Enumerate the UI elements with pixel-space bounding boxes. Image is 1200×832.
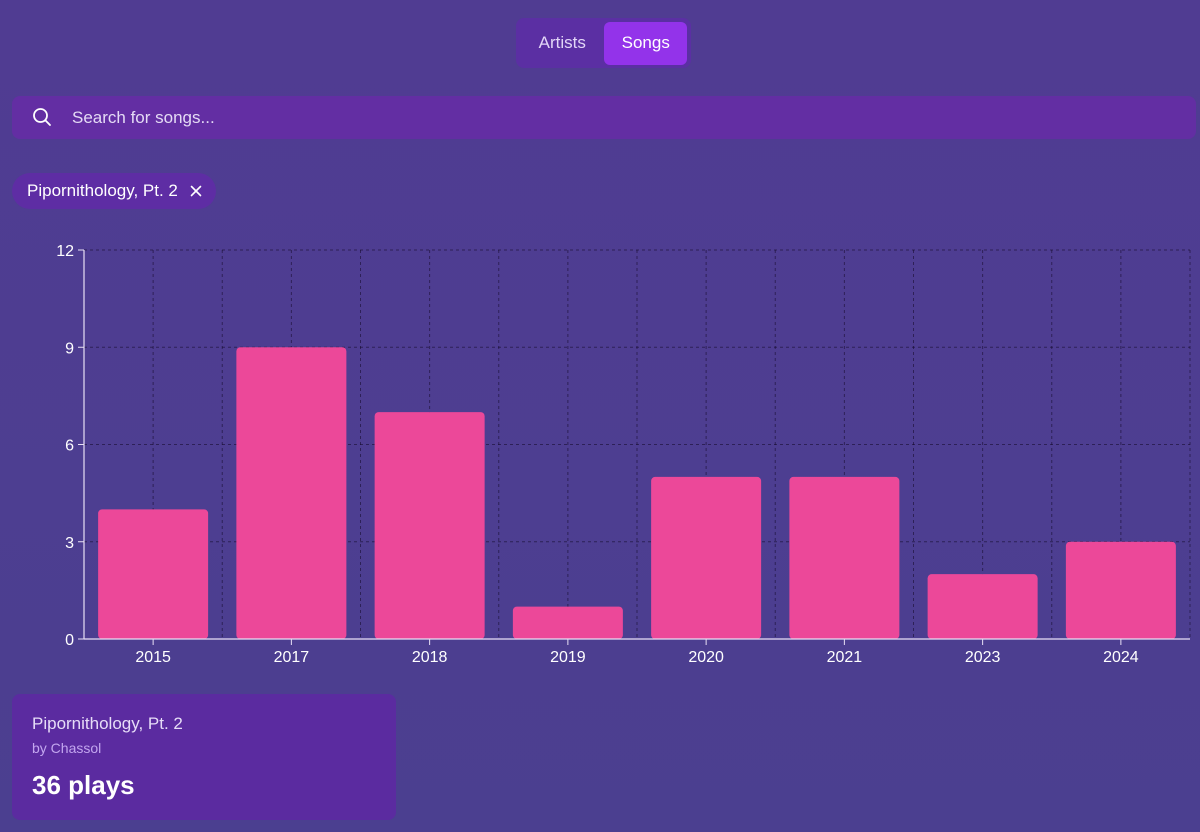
search-icon [33,108,51,126]
bar-2019[interactable] [512,606,623,639]
bar-2018[interactable] [374,412,485,639]
search-bar [12,96,1196,139]
bar-2015[interactable] [98,509,209,639]
filter-chip-label: Pipornithology, Pt. 2 [27,181,178,200]
y-tick-label: 12 [56,243,74,260]
close-icon[interactable] [190,185,202,197]
bar-2020[interactable] [651,476,762,639]
song-title: Pipornithology, Pt. 2 [32,714,183,733]
x-tick-label: 2017 [274,649,310,666]
x-tick-label: 2015 [135,649,171,666]
filter-chip: Pipornithology, Pt. 2 [12,173,216,209]
play-count: 36 plays [32,770,135,800]
song-artist: by Chassol [32,740,102,756]
y-tick-label: 6 [65,438,74,455]
bar-2021[interactable] [789,476,900,639]
summary-card: Pipornithology, Pt. 2 by Chassol 36 play… [12,694,396,820]
y-tick-label: 9 [65,340,74,357]
x-tick-label: 2019 [550,649,586,666]
bar-2024[interactable] [1065,541,1176,639]
x-tick-label: 2020 [688,649,724,666]
y-tick-label: 0 [65,632,74,649]
plays-per-year-chart: 0 3 6 9 12 2015 2017 2018 2019 2020 2021 2023 2024 [56,243,1191,666]
bar-2023[interactable] [927,574,1038,639]
y-tick-label: 3 [65,535,74,552]
x-tick-label: 2024 [1103,649,1139,666]
x-tick-label: 2018 [412,649,448,666]
x-tick-label: 2021 [827,649,863,666]
search-input[interactable] [72,96,1172,139]
bar-2017[interactable] [236,347,347,639]
tab-artists[interactable]: Artists [538,33,586,52]
tab-songs[interactable]: Songs [604,21,687,65]
x-tick-label: 2023 [965,649,1001,666]
view-toggle: Artists Songs [516,18,691,68]
